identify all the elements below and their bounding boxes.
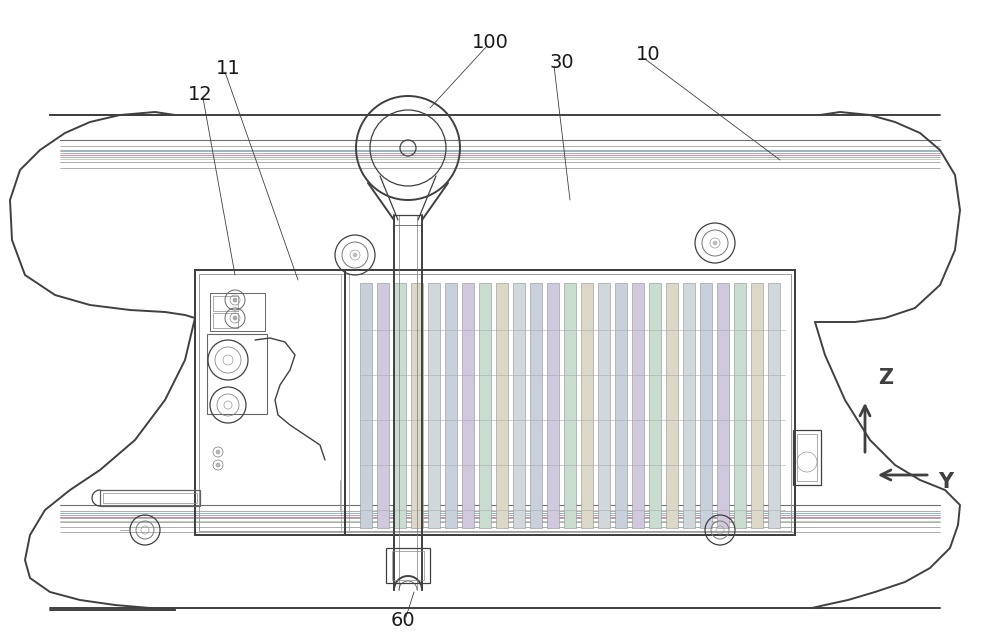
Circle shape (216, 463, 220, 467)
Bar (700, 283, 712, 528)
Bar (462, 283, 474, 528)
Bar (564, 283, 576, 528)
Bar (199, 274, 791, 531)
Bar (751, 283, 763, 528)
Bar (649, 283, 661, 528)
Bar (345, 270, 795, 535)
Bar (797, 434, 817, 481)
Bar (428, 283, 440, 528)
Bar (213, 313, 238, 328)
Bar (394, 283, 406, 528)
Bar (479, 283, 491, 528)
Bar (734, 283, 746, 528)
Bar (195, 270, 345, 535)
Bar (445, 283, 457, 528)
Bar (717, 283, 729, 528)
Bar (392, 551, 424, 580)
Text: Y: Y (938, 472, 953, 492)
Bar (386, 548, 430, 583)
Bar (349, 274, 791, 531)
Circle shape (233, 316, 237, 320)
Text: 30: 30 (550, 53, 574, 71)
Bar (100, 490, 200, 506)
Text: 100: 100 (472, 33, 508, 51)
Bar (793, 430, 821, 485)
Bar (683, 283, 695, 528)
Bar (598, 283, 610, 528)
Bar (210, 293, 265, 331)
Text: 12: 12 (188, 86, 212, 105)
Bar (195, 270, 795, 535)
Circle shape (233, 298, 237, 302)
Bar (581, 283, 593, 528)
Text: Z: Z (878, 368, 893, 388)
Bar (213, 296, 238, 311)
Bar (666, 283, 678, 528)
Bar (615, 283, 627, 528)
Bar (377, 283, 389, 528)
Bar (496, 283, 508, 528)
Bar (411, 283, 423, 528)
Text: 60: 60 (391, 610, 415, 629)
Circle shape (216, 450, 220, 454)
Bar (632, 283, 644, 528)
Bar (530, 283, 542, 528)
Bar (513, 283, 525, 528)
Bar (199, 274, 341, 531)
Bar (103, 493, 197, 503)
Bar (360, 283, 372, 528)
Text: 10: 10 (636, 46, 660, 64)
Bar (547, 283, 559, 528)
Bar (207, 334, 267, 414)
Text: 11: 11 (216, 59, 240, 78)
Circle shape (713, 241, 717, 245)
Circle shape (353, 253, 357, 257)
Bar (768, 283, 780, 528)
